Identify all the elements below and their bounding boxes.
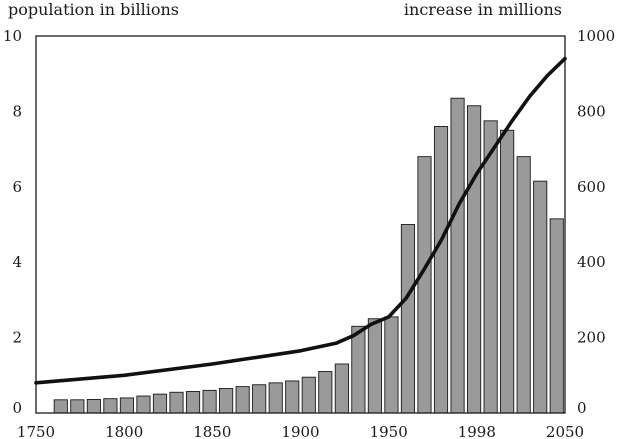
right-y-tick-label: 200 [577, 329, 606, 347]
right-y-tick-label: 400 [577, 253, 606, 271]
right-y-tick-label: 0 [577, 399, 587, 417]
increase-bar-1 [70, 399, 85, 414]
x-tick-label: 1800 [105, 423, 143, 439]
population-line [34, 56, 567, 385]
increase-bar-8 [185, 391, 201, 414]
increase-bar-23 [433, 126, 449, 414]
increase-bar-30 [549, 218, 564, 414]
increase-bar-24 [450, 97, 465, 414]
increase-bar-10 [219, 388, 234, 414]
increase-bar-17 [334, 363, 349, 414]
increase-bar-18 [351, 325, 366, 414]
left-y-tick-label: 10 [3, 27, 22, 45]
bar-series [53, 97, 564, 414]
increase-bar-21 [400, 224, 416, 414]
increase-bar-11 [235, 386, 250, 414]
x-tick-label: 1900 [281, 423, 319, 439]
right-axis-title: increase in millions [404, 0, 562, 19]
plot-frame [35, 35, 566, 414]
left-y-tick-label: 8 [12, 102, 22, 120]
left-y-tick-label: 0 [12, 399, 22, 417]
increase-bar-27 [500, 129, 515, 414]
increase-bar-16 [318, 371, 333, 414]
increase-bar-9 [202, 389, 217, 414]
increase-bar-2 [86, 398, 101, 414]
increase-bar-26 [483, 120, 498, 414]
increase-bar-4 [119, 397, 134, 414]
right-y-tick-label: 1000 [577, 27, 615, 45]
increase-bar-28 [516, 156, 531, 414]
increase-bar-22 [417, 156, 432, 414]
increase-bar-20 [384, 316, 399, 414]
increase-bar-13 [268, 382, 283, 414]
x-tick-label: 1750 [17, 423, 55, 439]
left-y-tick-label: 4 [12, 253, 22, 271]
increase-bar-19 [367, 318, 382, 414]
increase-bar-3 [103, 398, 118, 414]
increase-bar-12 [252, 384, 267, 414]
increase-bar-25 [467, 105, 482, 414]
x-tick-label: 2050 [546, 423, 584, 439]
left-y-tick-label: 2 [12, 329, 22, 347]
x-tick-label: 1950 [370, 423, 408, 439]
increase-bar-29 [533, 180, 548, 414]
right-y-tick-label: 600 [577, 178, 606, 196]
increase-bar-7 [169, 391, 184, 414]
increase-bar-6 [152, 393, 168, 414]
right-y-tick-label: 800 [577, 102, 606, 120]
x-tick-label: 1850 [193, 423, 231, 439]
left-y-tick-label: 6 [12, 178, 22, 196]
increase-bar-14 [285, 380, 300, 414]
increase-bar-5 [136, 395, 151, 414]
axis-ticks: 0 2 4 6 8 10 0 200 400 600 800 1000 1750 1800 1850 1900… [3, 27, 615, 439]
x-tick-label: 1998 [458, 423, 496, 439]
increase-bar-15 [301, 376, 316, 414]
increase-bar-0 [53, 399, 68, 414]
left-axis-title: population in billions [8, 0, 179, 19]
